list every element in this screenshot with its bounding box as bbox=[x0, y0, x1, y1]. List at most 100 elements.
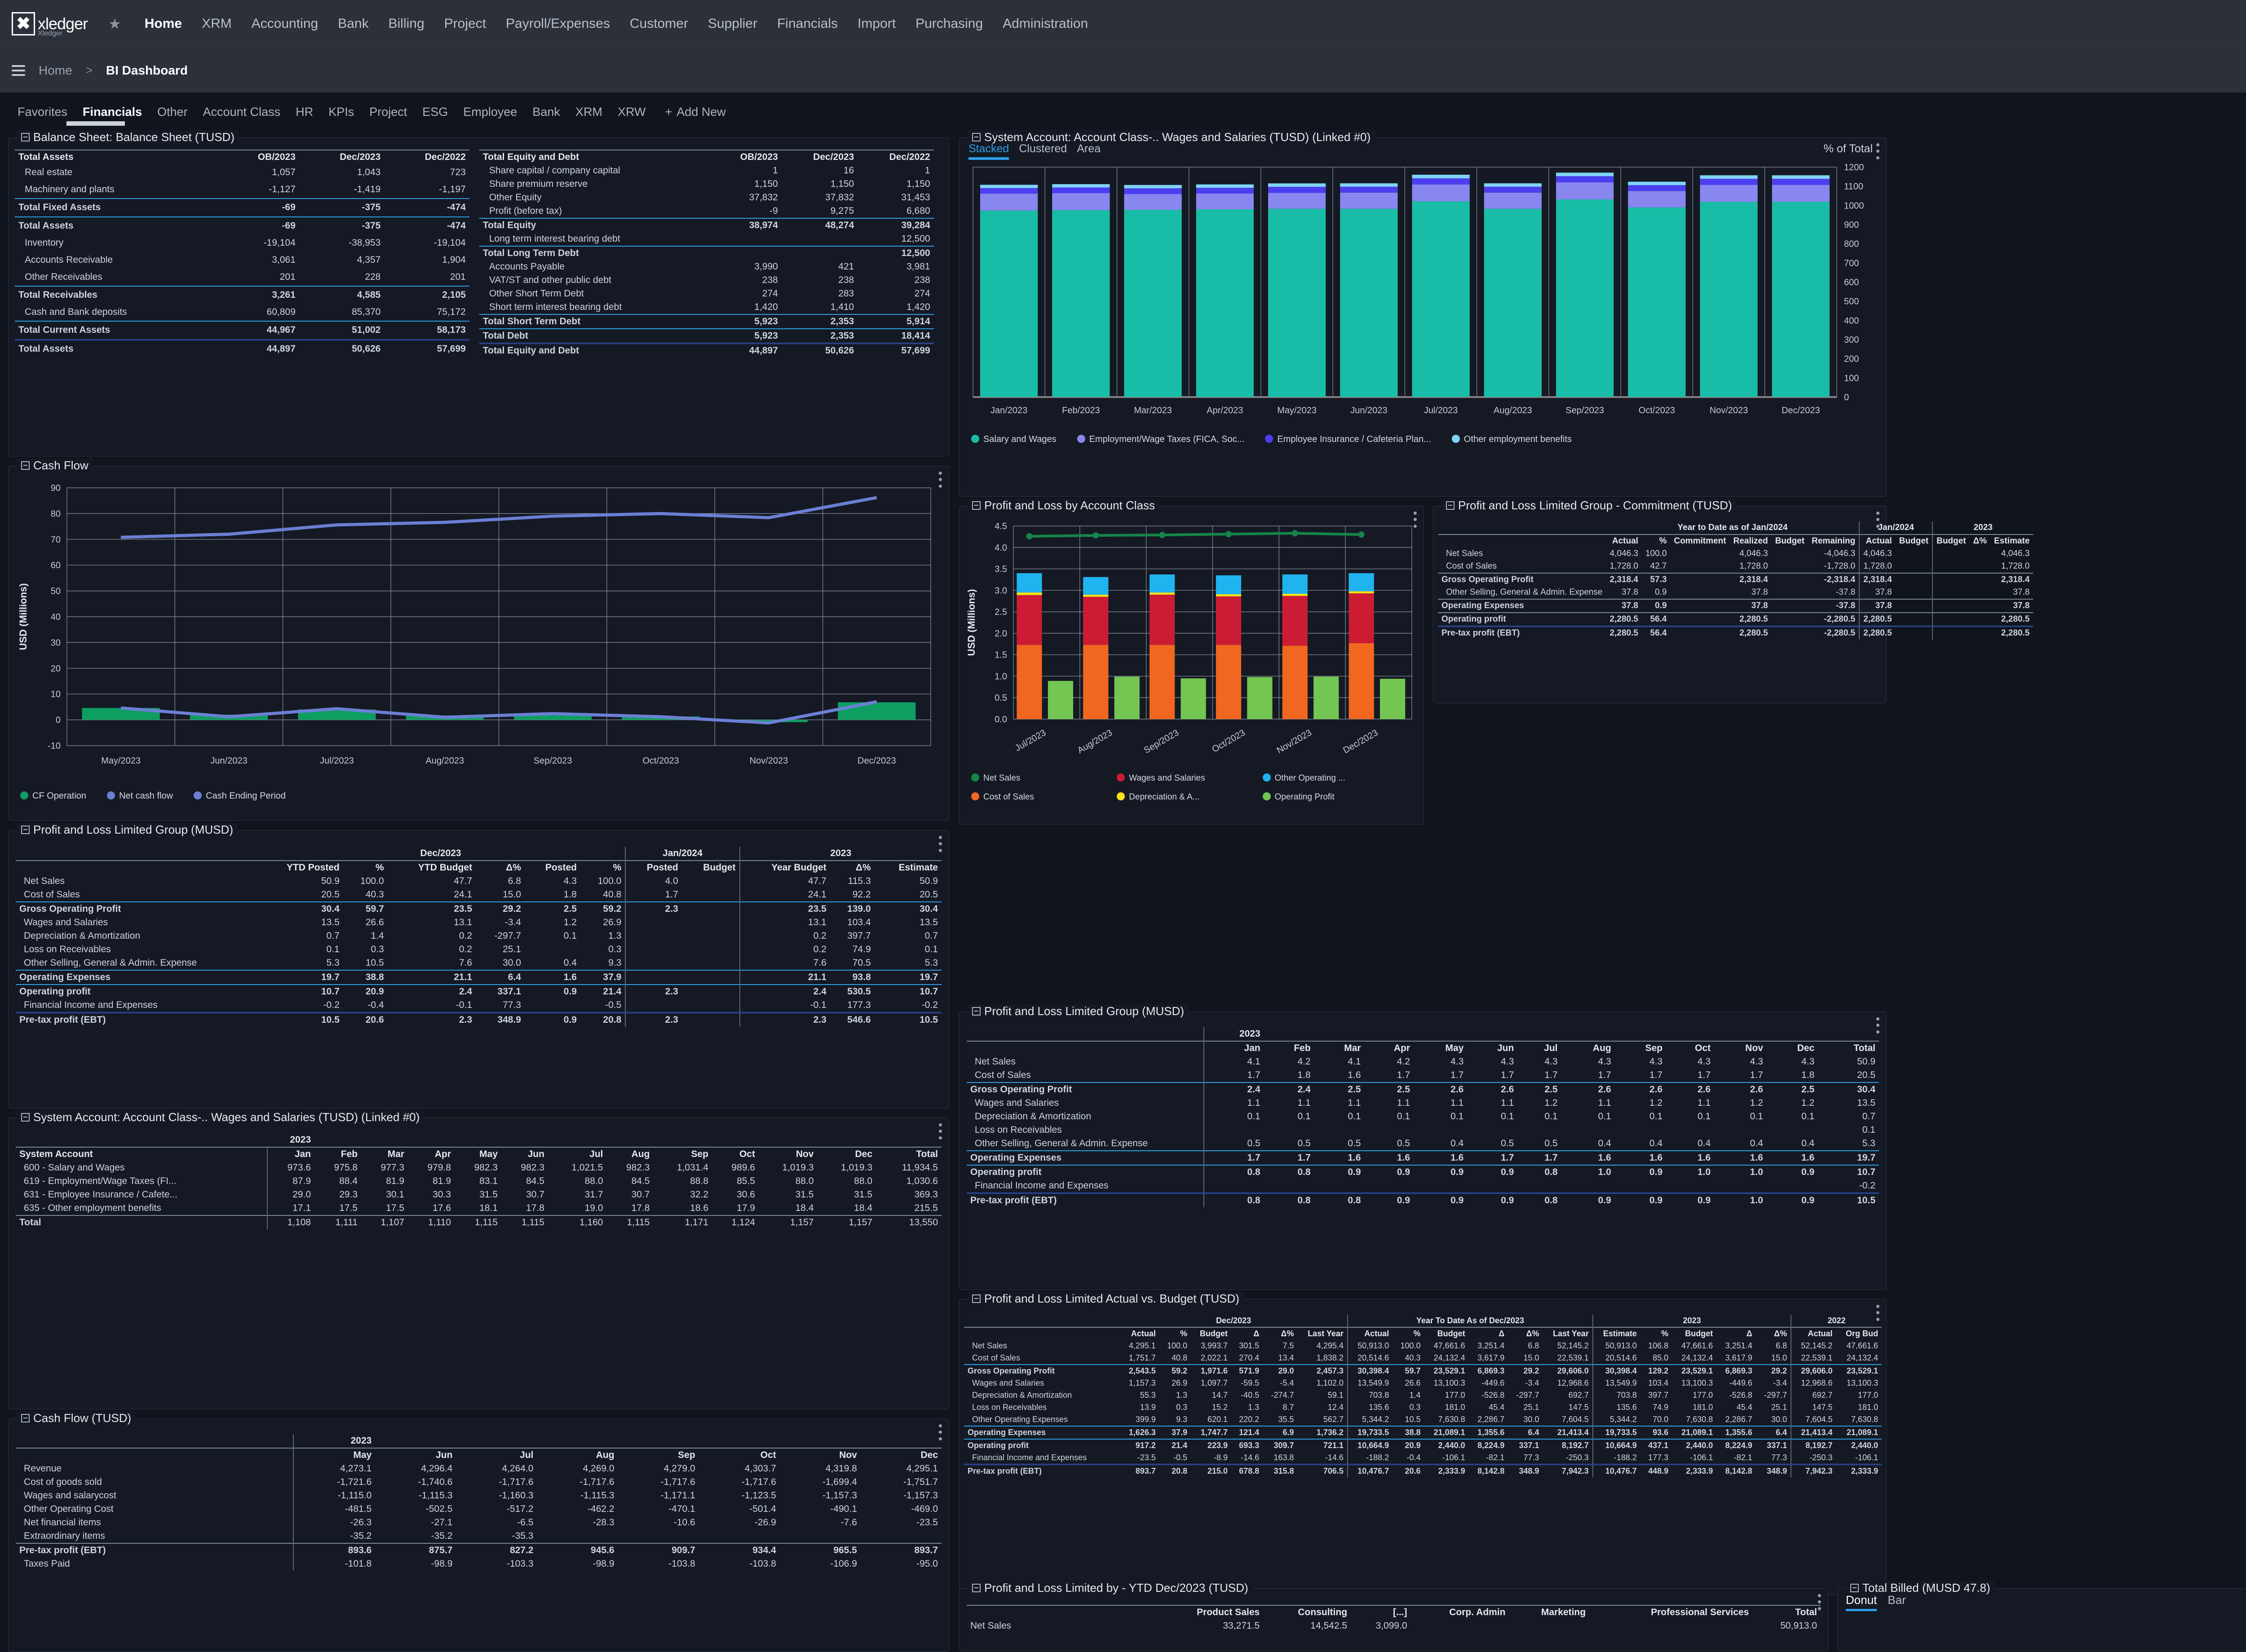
table-row[interactable]: Taxes Paid -101.8 -98.9 -103.3 -98.9 -103.8 -1… bbox=[16, 1557, 942, 1571]
tab-hr[interactable]: HR bbox=[296, 105, 314, 119]
table-row[interactable]: Short term interest bearing debt 1,420 1,4… bbox=[479, 300, 934, 314]
tab-account-class[interactable]: Account Class bbox=[203, 105, 281, 119]
star-icon[interactable]: ★ bbox=[108, 16, 121, 32]
table-row[interactable]: Machinery and plants -1,127 -1,419 -1,197 bbox=[15, 181, 469, 199]
table-row[interactable]: Other Operating Cost -481.5 -502.5 -517.2 -4… bbox=[16, 1502, 942, 1516]
table-row[interactable]: Net Sales 4,295.1 100.0 3,993.7 301.5 7.5 4,29… bbox=[964, 1340, 1882, 1352]
table-row[interactable]: Total Short Term Debt 5,923 2,353 5,914 bbox=[479, 314, 934, 329]
chart-tab-area[interactable]: Area bbox=[1077, 142, 1101, 155]
table-row[interactable]: Operating profit 10.7 20.9 2.4 337.1 0.9 21.4 2… bbox=[16, 984, 942, 998]
table-row[interactable]: Operating profit 2,280.5 56.4 2,280.5 -2,280… bbox=[1438, 612, 2034, 627]
collapse-icon[interactable] bbox=[21, 1414, 30, 1422]
table-row[interactable]: Loss on Receivables 13.9 0.3 15.2 1.3 8.7 12.4… bbox=[964, 1401, 1882, 1413]
table-row[interactable]: Cash and Bank deposits 60,809 85,370 75,172 bbox=[15, 304, 469, 321]
table-row[interactable]: Total Assets 44,897 50,626 57,699 bbox=[15, 339, 469, 358]
table-row[interactable]: Total Current Assets 44,967 51,002 58,173 bbox=[15, 321, 469, 340]
table-row[interactable]: Profit (before tax) -9 9,275 6,680 bbox=[479, 204, 934, 218]
collapse-icon[interactable] bbox=[972, 1007, 981, 1016]
table-row[interactable]: Total Fixed Assets -69 -375 -474 bbox=[15, 198, 469, 217]
table-row[interactable]: Financial Income and Expenses -23.5 -0.5 -8… bbox=[964, 1452, 1882, 1465]
collapse-icon[interactable] bbox=[972, 501, 981, 510]
table-row[interactable]: Net Sales 4.1 4.2 4.1 4.2 4.3 4.3 4.3 4.3 4.3 4.3 4… bbox=[967, 1055, 1879, 1069]
kebab-icon[interactable]: • • • bbox=[1875, 1012, 1880, 1038]
table-row[interactable]: Pre-tax profit (EBT) 893.6 875.7 827.2 945.6… bbox=[16, 1543, 942, 1557]
nav-item-financials[interactable]: Financials bbox=[777, 16, 838, 31]
kebab-icon[interactable]: • • • bbox=[1875, 506, 1880, 533]
xledger-logo[interactable]: ✖ xledger bbox=[12, 12, 88, 35]
table-row[interactable]: Cost of Sales 1.7 1.8 1.6 1.7 1.7 1.7 1.7 1.7 1.7… bbox=[967, 1069, 1879, 1082]
legend-item[interactable]: Operating Profit bbox=[1262, 792, 1395, 802]
nav-item-home[interactable]: Home bbox=[144, 16, 182, 31]
collapse-icon[interactable] bbox=[21, 461, 30, 470]
kebab-icon[interactable]: • • • bbox=[938, 1118, 942, 1144]
table-row[interactable]: Total Assets -69 -375 -474 bbox=[15, 216, 469, 234]
table-row[interactable]: Share capital / company capital 1 16 1 bbox=[479, 164, 934, 177]
chart-tab-stacked[interactable]: Stacked bbox=[968, 142, 1009, 160]
legend-item[interactable]: Employment/Wage Taxes (FICA, Soc... bbox=[1077, 434, 1244, 445]
legend-item[interactable]: Other employment benefits bbox=[1451, 434, 1572, 445]
table-row[interactable]: Pre-tax profit (EBT) 893.7 20.8 215.0 678.8 3… bbox=[964, 1464, 1882, 1477]
breadcrumb-home[interactable]: Home bbox=[39, 63, 72, 77]
legend-item[interactable]: Cash Ending Period bbox=[194, 791, 286, 801]
collapse-icon[interactable] bbox=[1446, 501, 1455, 510]
table-row[interactable]: Inventory -19,104 -38,953 -19,104 bbox=[15, 234, 469, 252]
table-row[interactable]: Other Selling, General & Admin. Expense 0… bbox=[967, 1137, 1879, 1151]
table-row[interactable]: Wages and salarycost -1,115.0 -1,115.3 -1,1… bbox=[16, 1489, 942, 1502]
table-row[interactable]: Operating profit 917.2 21.4 223.9 693.3 309.7… bbox=[964, 1439, 1882, 1452]
table-row[interactable]: Operating profit 0.8 0.8 0.9 0.9 0.9 0.9 0.8 1.0… bbox=[967, 1165, 1879, 1179]
nav-item-customer[interactable]: Customer bbox=[629, 16, 688, 31]
table-row[interactable]: Net Sales 4,046.3 100.0 4,046.3 -4,046.3 4,04… bbox=[1438, 548, 2033, 560]
collapse-icon[interactable] bbox=[972, 1584, 981, 1592]
tab-xrw[interactable]: XRW bbox=[617, 105, 646, 119]
table-row[interactable]: Wages and Salaries 1.1 1.1 1.1 1.1 1.1 1.1 1.2 1… bbox=[967, 1096, 1879, 1110]
legend-item[interactable]: Wages and Salaries bbox=[1117, 773, 1249, 783]
collapse-icon[interactable] bbox=[21, 1113, 30, 1122]
table-row[interactable]: Depreciation & Amortization 0.1 0.1 0.1 0.1 0… bbox=[967, 1110, 1879, 1123]
legend-item[interactable]: Salary and Wages bbox=[971, 434, 1057, 445]
kebab-icon[interactable]: • • • bbox=[938, 1419, 942, 1445]
table-row[interactable]: Wages and Salaries 1,157.3 26.9 1,097.7 -59.… bbox=[964, 1377, 1882, 1389]
table-row[interactable]: Total Long Term Debt 12,500 bbox=[479, 246, 934, 260]
table-row[interactable]: Cost of goods sold -1,721.6 -1,740.6 -1,717… bbox=[16, 1475, 942, 1489]
legend-item[interactable]: Depreciation & A... bbox=[1117, 792, 1249, 802]
add-new-button[interactable]: + Add New bbox=[653, 105, 725, 119]
nav-item-xrm[interactable]: XRM bbox=[202, 16, 232, 31]
nav-item-administration[interactable]: Administration bbox=[1003, 16, 1088, 31]
table-row[interactable]: Extraordinary items -35.2 -35.2 -35.3 bbox=[16, 1529, 942, 1543]
legend-item[interactable]: CF Operation bbox=[20, 791, 86, 801]
table-row[interactable]: Net Sales 33,271.5 14,542.5 3,099.0 50,913.0 bbox=[967, 1619, 1821, 1633]
table-row[interactable]: Long term interest bearing debt 12,500 bbox=[479, 232, 934, 246]
table-row[interactable]: 631 - Employee Insurance / Cafete... 29.0… bbox=[16, 1188, 942, 1201]
nav-item-project[interactable]: Project bbox=[444, 16, 486, 31]
table-row[interactable]: Gross Operating Profit 30.4 59.7 23.5 29.2 2.… bbox=[16, 901, 942, 916]
tab-kpis[interactable]: KPIs bbox=[328, 105, 354, 119]
table-row[interactable]: Depreciation & Amortization 0.7 1.4 0.2 -297… bbox=[16, 929, 942, 943]
nav-item-import[interactable]: Import bbox=[858, 16, 896, 31]
collapse-icon[interactable] bbox=[1850, 1584, 1859, 1592]
tab-project[interactable]: Project bbox=[369, 105, 407, 119]
legend-item[interactable]: Net Sales bbox=[971, 773, 1103, 783]
table-row[interactable]: Pre-tax profit (EBT) 0.8 0.8 0.8 0.9 0.9 0.9 0.… bbox=[967, 1193, 1879, 1207]
table-row[interactable]: Operating Expenses 19.7 38.8 21.1 6.4 1.6 37.9… bbox=[16, 970, 942, 985]
table-row[interactable]: Depreciation & Amortization 55.3 1.3 14.7 -4… bbox=[964, 1389, 1882, 1401]
collapse-icon[interactable] bbox=[21, 133, 30, 141]
table-row[interactable]: Other Equity 37,832 37,832 31,453 bbox=[479, 191, 934, 204]
table-row[interactable]: Operating Expenses 1,626.3 37.9 1,747.7 121.… bbox=[964, 1426, 1882, 1439]
table-row[interactable]: Cost of Sales 20.5 40.3 24.1 15.0 1.8 40.8 1.7 2… bbox=[16, 888, 942, 902]
table-row[interactable]: Other Operating Expenses 399.9 9.3 620.1 220… bbox=[964, 1413, 1882, 1426]
table-row[interactable]: Total Receivables 3,261 4,585 2,105 bbox=[15, 285, 469, 304]
hamburger-icon[interactable] bbox=[12, 62, 25, 79]
kebab-icon[interactable]: • • • bbox=[1413, 506, 1417, 533]
table-row[interactable]: Net Sales 50.9 100.0 47.7 6.8 4.3 100.0 4.0 47.7… bbox=[16, 875, 942, 888]
legend-item[interactable]: Employee Insurance / Cafeteria Plan... bbox=[1265, 434, 1431, 445]
table-row[interactable]: Financial Income and Expenses -0.2 -0.4 -0.… bbox=[16, 998, 942, 1013]
nav-item-bank[interactable]: Bank bbox=[338, 16, 369, 31]
table-row[interactable]: Gross Operating Profit 2,318.4 57.3 2,318.4… bbox=[1438, 573, 2034, 586]
table-row[interactable]: Other Selling, General & Admin. Expense 5… bbox=[16, 956, 942, 970]
table-row[interactable]: 619 - Employment/Wage Taxes (FI... 87.9 88… bbox=[16, 1175, 942, 1188]
collapse-icon[interactable] bbox=[972, 133, 981, 141]
table-row[interactable]: Share premium reserve 1,150 1,150 1,150 bbox=[479, 177, 934, 191]
tab-other[interactable]: Other bbox=[157, 105, 188, 119]
tab-financials[interactable]: Financials bbox=[83, 105, 142, 119]
percent-of-total-toggle[interactable]: % of Total bbox=[1823, 142, 1873, 155]
